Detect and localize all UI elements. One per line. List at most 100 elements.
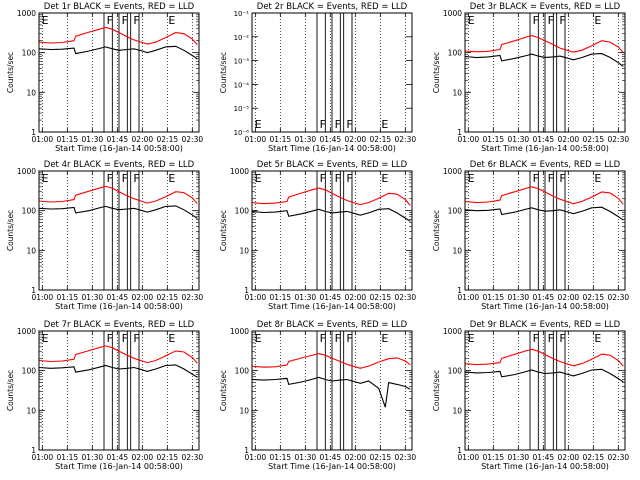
flag-marker-f: F bbox=[320, 172, 326, 185]
y-tick-label: 100 bbox=[448, 49, 463, 58]
x-tick-label: 02:30 bbox=[395, 293, 417, 302]
series-line-lld bbox=[38, 345, 198, 364]
x-tick-label: 01:45 bbox=[533, 135, 555, 144]
y-tick-label: 10 bbox=[239, 246, 249, 255]
y-tick-label: 10 bbox=[452, 88, 462, 97]
series-line-lld bbox=[464, 35, 624, 54]
series-line-events bbox=[464, 206, 624, 221]
x-tick-label: 02:15 bbox=[157, 453, 179, 462]
x-tick-label: 01:30 bbox=[295, 135, 317, 144]
x-tick-label: 01:15 bbox=[483, 453, 505, 462]
x-tick-label: 01:30 bbox=[508, 453, 530, 462]
flag-marker-f: F bbox=[559, 172, 565, 185]
x-tick-label: 02:15 bbox=[583, 135, 605, 144]
x-axis-label: Start Time (16-Jan-14 00:58:00) bbox=[268, 144, 396, 153]
flag-marker-e: E bbox=[468, 332, 475, 345]
x-tick-label: 01:15 bbox=[270, 293, 292, 302]
flag-marker-f: F bbox=[533, 14, 539, 27]
x-tick-label: 02:00 bbox=[558, 135, 580, 144]
y-tick-label: 1 bbox=[31, 128, 36, 137]
x-tick-label: 02:00 bbox=[345, 293, 367, 302]
series-line-events bbox=[38, 364, 198, 378]
flag-marker-e: E bbox=[468, 172, 475, 185]
series-line-events bbox=[251, 208, 411, 222]
y-tick-label: 10⁻³ bbox=[234, 58, 250, 66]
chart-title: Det 6r BLACK = Events, RED = LLD bbox=[470, 160, 621, 170]
plot-frame bbox=[251, 170, 413, 291]
y-tick-label: 100 bbox=[22, 49, 37, 58]
y-tick-label: 1000 bbox=[17, 327, 36, 336]
x-tick-label: 01:15 bbox=[57, 135, 79, 144]
series-line-events bbox=[464, 368, 624, 383]
y-tick-label: 100 bbox=[235, 207, 250, 216]
x-tick-label: 01:00 bbox=[458, 135, 480, 144]
y-axis-label: Counts/sec bbox=[6, 52, 15, 93]
x-tick-label: 01:00 bbox=[245, 293, 267, 302]
flag-marker-f: F bbox=[133, 14, 139, 27]
x-tick-label: 01:30 bbox=[508, 135, 530, 144]
flag-marker-e: E bbox=[381, 172, 388, 185]
y-axis-label: Counts/sec bbox=[219, 370, 228, 411]
x-axis-label: Start Time (16-Jan-14 00:58:00) bbox=[268, 462, 396, 471]
x-tick-label: 01:45 bbox=[320, 453, 342, 462]
x-tick-label: 01:45 bbox=[320, 293, 342, 302]
flag-marker-e: E bbox=[594, 332, 601, 345]
x-tick-label: 01:15 bbox=[270, 135, 292, 144]
x-axis-label: Start Time (16-Jan-14 00:58:00) bbox=[268, 302, 396, 311]
x-axis-label: Start Time (16-Jan-14 00:58:00) bbox=[55, 144, 183, 153]
y-tick-label: 10 bbox=[26, 88, 36, 97]
y-tick-label: 10 bbox=[452, 406, 462, 415]
chart-title: Det 1r BLACK = Events, RED = LLD bbox=[44, 2, 195, 12]
x-tick-label: 01:15 bbox=[270, 453, 292, 462]
x-tick-label: 01:45 bbox=[107, 293, 129, 302]
x-tick-label: 01:30 bbox=[82, 135, 104, 144]
x-tick-label: 02:15 bbox=[370, 135, 392, 144]
x-tick-label: 02:30 bbox=[608, 293, 630, 302]
x-tick-label: 01:00 bbox=[32, 293, 54, 302]
y-axis-label: Counts/sec bbox=[432, 210, 441, 251]
x-tick-label: 01:00 bbox=[245, 135, 267, 144]
flag-marker-f: F bbox=[335, 332, 341, 345]
chart-title: Det 4r BLACK = Events, RED = LLD bbox=[44, 160, 195, 170]
x-tick-label: 02:15 bbox=[583, 293, 605, 302]
x-tick-label: 01:45 bbox=[320, 135, 342, 144]
x-tick-label: 01:00 bbox=[458, 453, 480, 462]
y-tick-label: 1 bbox=[244, 286, 249, 295]
x-tick-label: 02:00 bbox=[132, 135, 154, 144]
x-tick-label: 01:00 bbox=[458, 293, 480, 302]
y-tick-label: 10⁻¹ bbox=[234, 10, 250, 18]
x-tick-label: 02:00 bbox=[558, 453, 580, 462]
series-line-lld bbox=[464, 348, 624, 367]
x-tick-label: 01:15 bbox=[57, 453, 79, 462]
x-tick-label: 02:30 bbox=[395, 453, 417, 462]
flag-marker-f: F bbox=[122, 332, 128, 345]
x-axis-label: Start Time (16-Jan-14 00:58:00) bbox=[481, 144, 609, 153]
flag-marker-f: F bbox=[533, 172, 539, 185]
flag-marker-f: F bbox=[548, 332, 554, 345]
flag-marker-f: F bbox=[335, 172, 341, 185]
series-line-events bbox=[464, 53, 624, 67]
y-tick-label: 10⁻⁵ bbox=[234, 105, 250, 113]
x-tick-label: 02:30 bbox=[395, 135, 417, 144]
flag-marker-e: E bbox=[381, 332, 388, 345]
flag-marker-e: E bbox=[42, 172, 49, 185]
series-line-lld bbox=[251, 187, 411, 206]
plot-frame bbox=[464, 12, 626, 133]
y-axis-label: Counts/sec bbox=[6, 210, 15, 251]
series-line-events bbox=[38, 45, 198, 60]
y-tick-label: 10 bbox=[452, 246, 462, 255]
x-tick-label: 02:30 bbox=[182, 135, 204, 144]
x-tick-label: 01:30 bbox=[508, 293, 530, 302]
chart-title: Det 2r BLACK = Events, RED = LLD bbox=[257, 2, 408, 12]
flag-marker-f: F bbox=[559, 14, 565, 27]
y-tick-label: 10⁻⁶ bbox=[234, 129, 250, 137]
flag-marker-f: F bbox=[107, 14, 113, 27]
chart-title: Det 8r BLACK = Events, RED = LLD bbox=[257, 320, 408, 330]
chart-title: Det 5r BLACK = Events, RED = LLD bbox=[257, 160, 408, 170]
flag-marker-e: E bbox=[468, 14, 475, 27]
